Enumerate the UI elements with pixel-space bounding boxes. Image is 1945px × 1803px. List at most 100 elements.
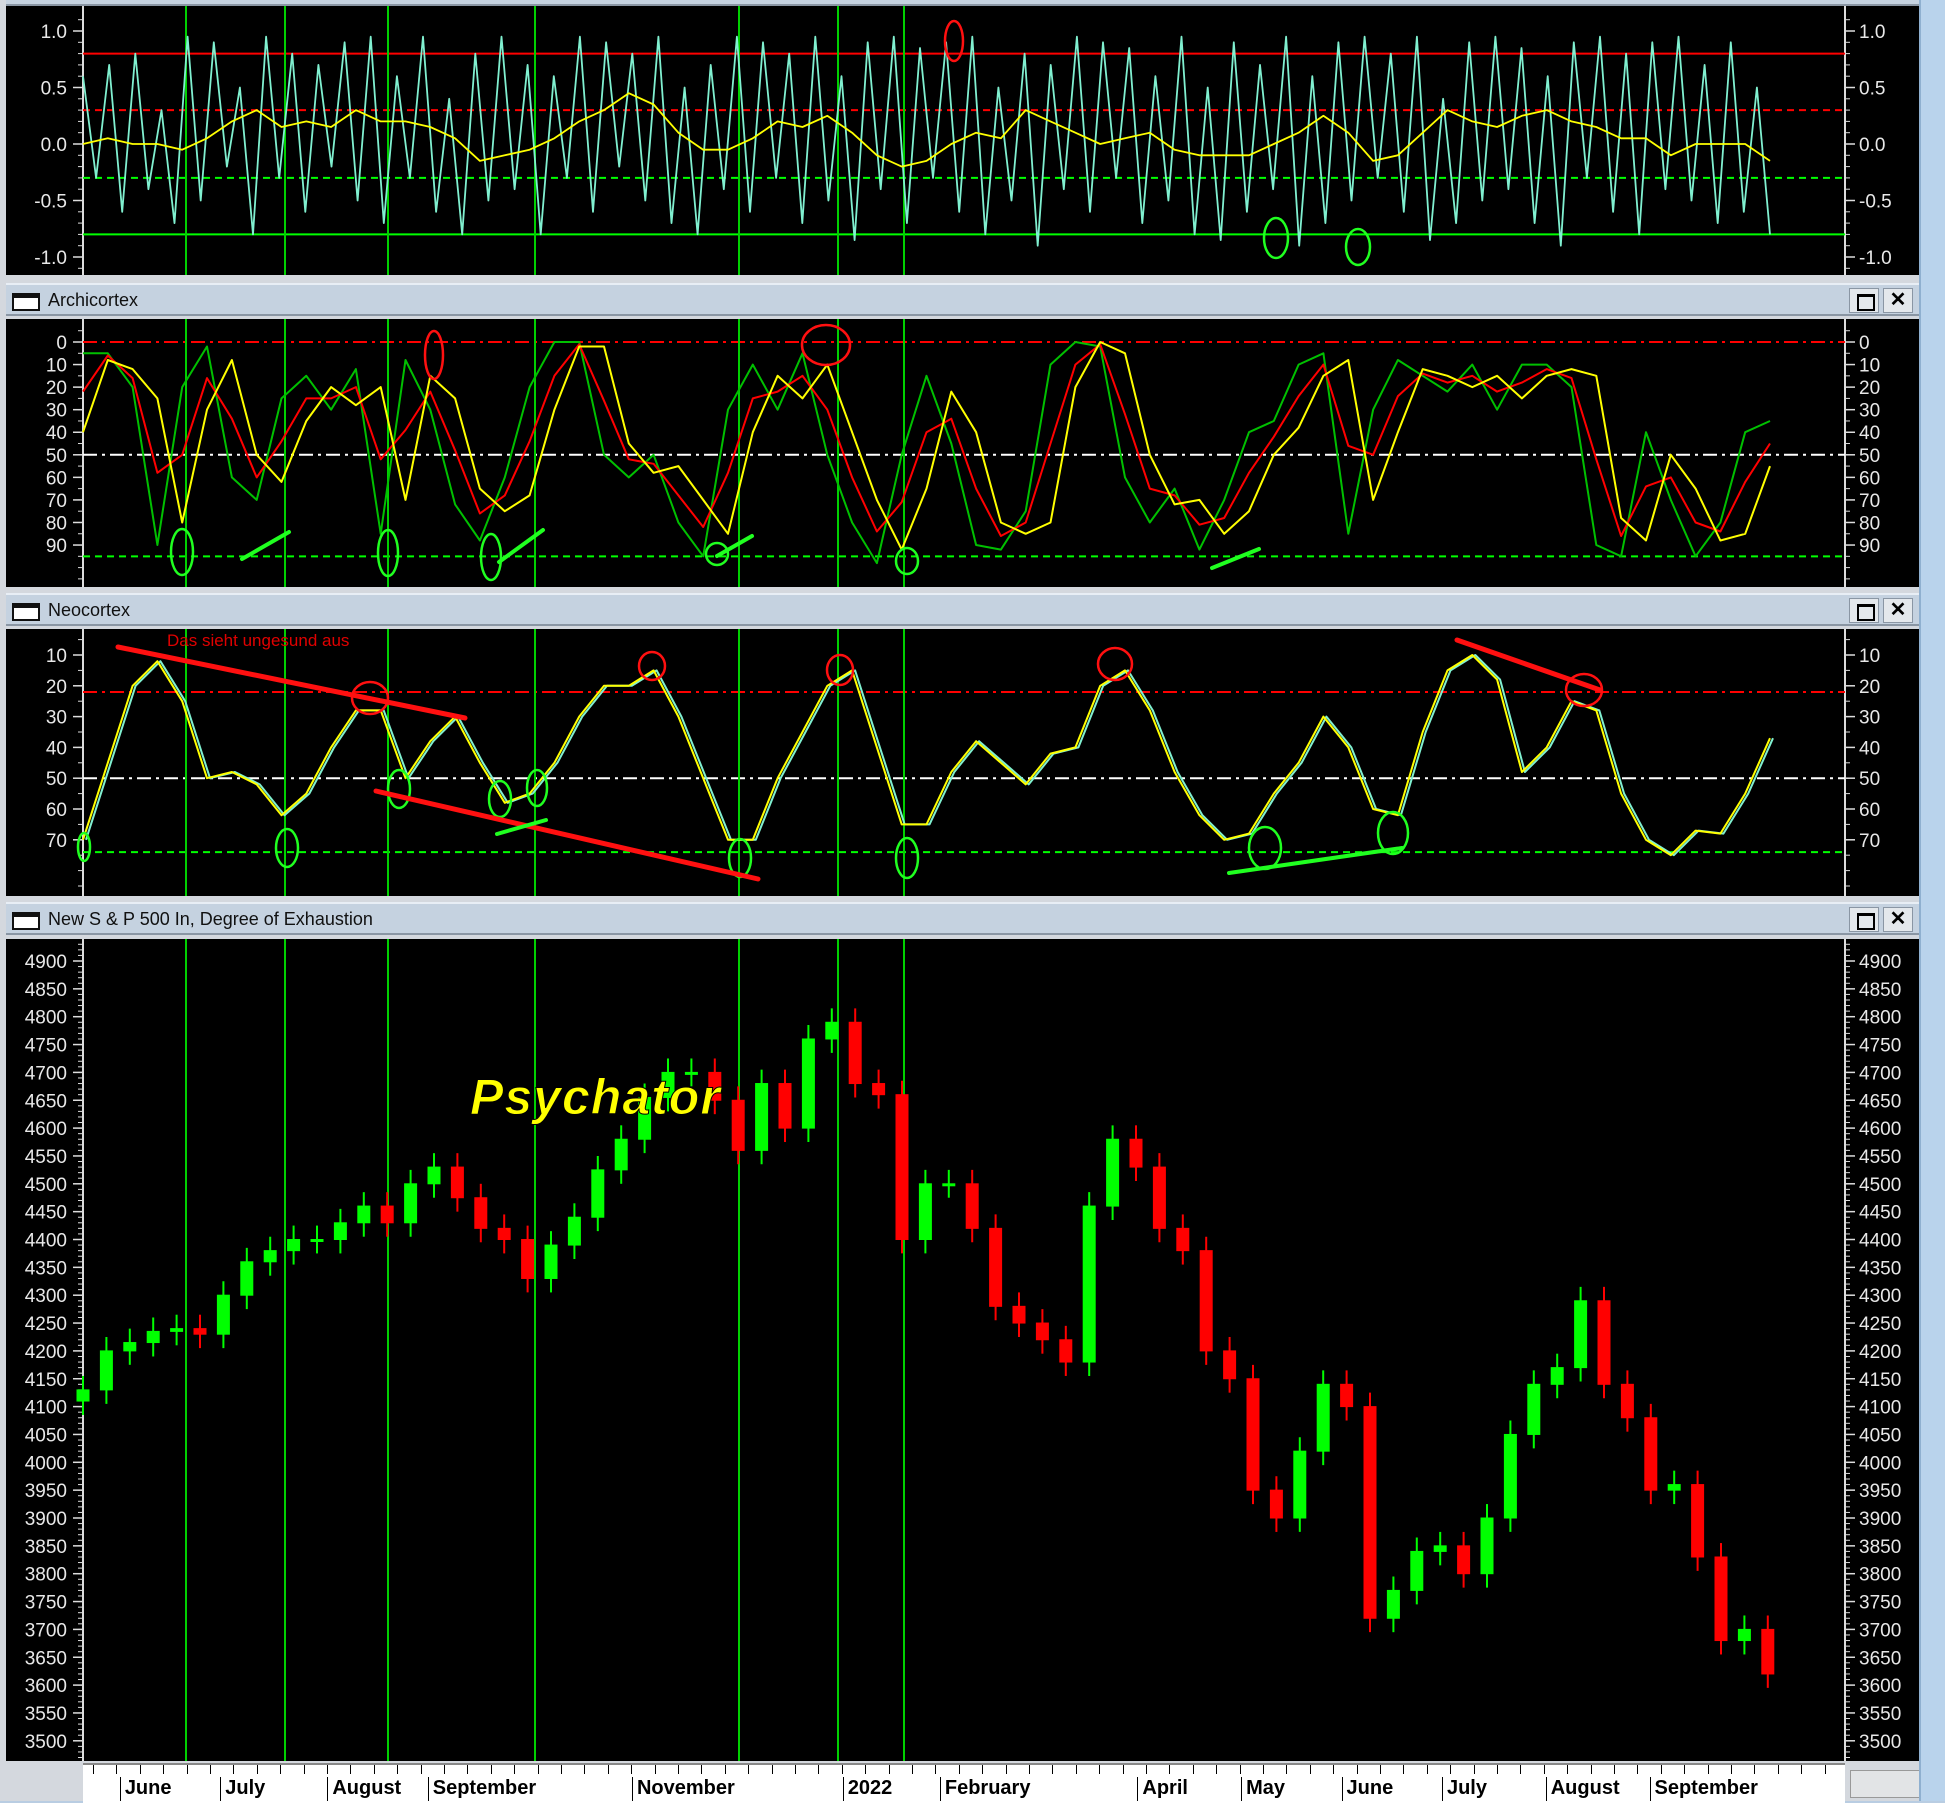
red-circle-annotation — [350, 680, 390, 716]
candle-body — [1293, 1450, 1307, 1519]
candle-body — [474, 1197, 488, 1229]
maximize-button[interactable] — [1849, 598, 1879, 623]
close-button[interactable]: ✕ — [1883, 288, 1913, 313]
x-tick — [1520, 1765, 1522, 1774]
green-trendline — [495, 818, 548, 836]
x-axis-month-label: June — [119, 1777, 172, 1801]
green-circle-annotation — [894, 546, 920, 576]
y-tick-label-left: 3500 — [25, 1732, 67, 1753]
pane-header-sp500[interactable]: New S & P 500 In, Degree of Exhaustion ✕ — [6, 902, 1919, 935]
candle-body — [76, 1389, 90, 1402]
candle-body — [99, 1350, 113, 1391]
y-tick-label-left: 20 — [46, 677, 67, 698]
x-tick — [467, 1765, 469, 1774]
x-axis-month-label: 2022 — [842, 1777, 892, 1801]
close-button[interactable]: ✕ — [1883, 907, 1913, 932]
y-tick-label-right: 0.0 — [1859, 135, 1885, 156]
candle-body — [216, 1294, 230, 1335]
x-tick — [1426, 1765, 1428, 1774]
x-axis[interactable]: June July August September November 2022 Febru… — [83, 1763, 1845, 1803]
x-tick — [1075, 1765, 1077, 1774]
y-tick-label-right: 4550 — [1859, 1147, 1901, 1168]
y-tick-label-right: 0.5 — [1859, 79, 1885, 100]
y-tick-label-left: 60 — [46, 468, 67, 489]
window-icon — [12, 603, 40, 621]
pane-header-archicortex[interactable]: Archicortex ✕ — [6, 283, 1919, 316]
candle-body — [1106, 1138, 1120, 1207]
x-tick — [397, 1765, 399, 1774]
y-tick-label-right: 4900 — [1859, 952, 1901, 973]
candle-body — [1152, 1166, 1166, 1229]
candle-body — [825, 1021, 839, 1040]
pane-header-top — [6, 0, 1919, 6]
x-tick — [982, 1765, 984, 1774]
x-tick — [1333, 1765, 1335, 1774]
x-tick — [865, 1765, 867, 1774]
x-tick — [678, 1765, 679, 1774]
candle-body — [1597, 1300, 1611, 1385]
candle-body — [918, 1183, 932, 1241]
x-axis-month-label: June — [1341, 1777, 1393, 1801]
candle-body — [1176, 1227, 1190, 1252]
y-tick-label-right: 40 — [1859, 423, 1880, 444]
y-tick-label-right: 3800 — [1859, 1565, 1901, 1586]
green-trendline — [1227, 846, 1404, 875]
x-tick — [1707, 1765, 1709, 1774]
y-tick-label-left: 70 — [46, 831, 67, 852]
y-tick-label-left: 4500 — [25, 1175, 67, 1196]
series-line-yellow — [82, 341, 1771, 551]
green-trendline — [715, 534, 754, 558]
candle-body — [989, 1227, 1003, 1307]
y-tick-label-right: 90 — [1859, 536, 1880, 557]
y-tick-label-left: 3750 — [25, 1593, 67, 1614]
y-tick-label-right: 3600 — [1859, 1676, 1901, 1697]
x-tick — [1754, 1765, 1756, 1774]
x-tick — [1590, 1765, 1592, 1774]
y-tick-label-right: 10 — [1859, 356, 1880, 377]
x-tick — [327, 1765, 328, 1774]
x-axis-month-label: July — [1441, 1777, 1487, 1801]
x-tick — [1777, 1765, 1779, 1774]
y-tick-label-right: 50 — [1859, 769, 1880, 790]
candle-body — [380, 1205, 394, 1224]
y-tick-label-left: 3800 — [25, 1565, 67, 1586]
candle-body — [1410, 1550, 1424, 1591]
candle-body — [1574, 1300, 1588, 1369]
y-tick-label-left: 4800 — [25, 1008, 67, 1029]
x-axis-month-label: September — [1649, 1777, 1758, 1801]
x-tick — [1122, 1765, 1124, 1774]
green-circle-annotation — [1344, 227, 1372, 267]
candle-body — [1691, 1484, 1705, 1558]
candle-body — [1737, 1628, 1751, 1642]
close-button[interactable]: ✕ — [1883, 598, 1913, 623]
maximize-button[interactable] — [1849, 907, 1879, 932]
candle-body — [1457, 1545, 1471, 1575]
candle-body — [1527, 1383, 1541, 1435]
y-tick-label-left: 4600 — [25, 1119, 67, 1140]
x-tick — [1824, 1765, 1826, 1774]
y-tick-label-right: 3550 — [1859, 1704, 1901, 1725]
y-tick-label-left: 4150 — [25, 1370, 67, 1391]
scroll-box[interactable] — [1850, 1770, 1920, 1798]
x-tick — [1263, 1765, 1264, 1774]
candle-body — [123, 1342, 137, 1352]
candle-body — [1480, 1517, 1494, 1575]
pane-header-neocortex[interactable]: Neocortex ✕ — [6, 593, 1919, 626]
y-tick-label-right: 60 — [1859, 800, 1880, 821]
x-tick — [1403, 1765, 1405, 1774]
x-tick — [444, 1765, 445, 1774]
y-tick-label-right: 4650 — [1859, 1091, 1901, 1112]
x-tick — [584, 1765, 586, 1774]
y-tick-label-right: 4400 — [1859, 1231, 1901, 1252]
x-tick — [490, 1765, 492, 1774]
x-tick — [888, 1765, 890, 1774]
y-tick-label-left: 40 — [46, 423, 67, 444]
x-tick — [771, 1765, 773, 1774]
x-tick — [654, 1765, 656, 1774]
candle-body — [1433, 1545, 1447, 1552]
x-tick — [514, 1765, 516, 1774]
y-tick-label-right: 60 — [1859, 468, 1880, 489]
red-trendline — [115, 644, 468, 721]
maximize-button[interactable] — [1849, 288, 1879, 313]
